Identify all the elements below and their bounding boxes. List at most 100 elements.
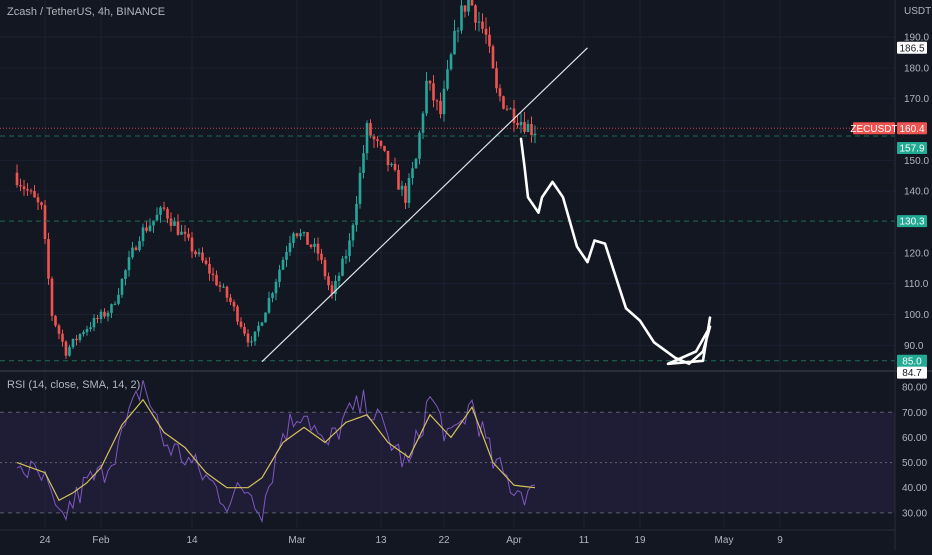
candle <box>274 281 278 294</box>
candle <box>92 317 96 328</box>
candle <box>446 69 449 89</box>
candle <box>484 28 488 35</box>
candle <box>138 241 141 251</box>
candle <box>15 172 19 186</box>
candle <box>530 123 533 136</box>
rsi-tick-label: 30.00 <box>902 508 927 519</box>
price-tick-label: 140.0 <box>904 187 929 198</box>
candle <box>169 218 173 226</box>
candle <box>425 80 428 114</box>
time-tick-label: 24 <box>39 535 51 546</box>
symbol-tag-label: ZECUSDT <box>850 124 897 135</box>
candle <box>306 232 309 245</box>
candle <box>348 240 351 257</box>
price-tag-84[interactable] <box>897 366 927 379</box>
candle <box>43 205 47 240</box>
candle <box>365 123 369 154</box>
price-tag-130[interactable] <box>897 215 927 228</box>
candle <box>421 113 425 133</box>
rsi-ma-line[interactable] <box>16 398 536 502</box>
time-tick-label: 13 <box>375 535 387 546</box>
candle <box>453 30 456 55</box>
candle <box>337 275 341 281</box>
candle <box>40 202 43 206</box>
candle <box>358 173 362 204</box>
candle <box>197 252 201 255</box>
candle <box>411 168 414 179</box>
candle <box>302 232 306 234</box>
candle <box>120 278 124 295</box>
candle <box>320 253 323 260</box>
candle <box>176 221 180 235</box>
candle <box>334 280 337 295</box>
candle <box>222 286 225 288</box>
candle <box>523 121 526 132</box>
candle <box>512 108 516 123</box>
candle <box>250 341 253 343</box>
candle <box>505 108 509 110</box>
price-tick-label: 170.0 <box>904 94 929 105</box>
candle <box>344 256 348 259</box>
candle <box>267 297 271 313</box>
candle <box>33 191 36 198</box>
candle <box>243 326 246 334</box>
price-tick-label: 90.0 <box>904 341 924 352</box>
price-tag-85-label: 85.0 <box>902 356 922 367</box>
price-tick-label: 190.0 <box>904 33 929 44</box>
price-tag-157-label: 157.9 <box>899 143 924 154</box>
price-tick-label: 150.0 <box>904 156 929 167</box>
candle <box>278 269 281 282</box>
rsi-tick-label: 50.00 <box>902 458 927 469</box>
candle <box>285 251 288 260</box>
candle <box>404 185 407 203</box>
candle <box>467 0 470 12</box>
candle <box>232 301 236 307</box>
candle <box>264 312 267 323</box>
candle <box>85 328 89 333</box>
candle <box>19 185 22 187</box>
symbol-tag[interactable] <box>853 122 895 135</box>
candle <box>75 338 78 341</box>
candle <box>47 239 50 279</box>
currency-label: USDT <box>904 6 931 17</box>
candle <box>428 80 432 84</box>
candle <box>26 189 29 191</box>
candle <box>260 322 264 326</box>
price-tag-160[interactable] <box>897 122 927 135</box>
candle <box>239 321 243 327</box>
candle <box>211 273 215 275</box>
candle <box>57 325 61 334</box>
rsi-legend[interactable]: RSI (14, close, SMA, 14, 2) <box>7 379 141 391</box>
candle <box>449 54 453 70</box>
price-tick-label: 100.0 <box>904 310 929 321</box>
candle <box>400 185 404 190</box>
price-tick-label: 110.0 <box>904 279 929 290</box>
rsi-tick-label: 60.00 <box>902 433 927 444</box>
candle <box>246 333 250 343</box>
candle <box>36 197 40 203</box>
candle <box>173 221 176 226</box>
candle <box>474 5 477 23</box>
candle <box>152 220 155 226</box>
candle <box>162 207 166 209</box>
price-tag-186[interactable] <box>897 41 927 54</box>
price-tag-130-label: 130.3 <box>899 217 924 228</box>
candle <box>442 88 446 115</box>
candle <box>106 312 110 317</box>
candle <box>201 252 204 261</box>
candle <box>134 247 138 251</box>
candle <box>351 224 355 241</box>
candle <box>439 100 442 115</box>
candle <box>190 237 194 252</box>
projection-arrow-drawing[interactable] <box>519 137 712 366</box>
candle <box>393 163 397 171</box>
price-tag-157[interactable] <box>897 141 927 154</box>
candle <box>456 30 460 32</box>
candle <box>292 233 295 243</box>
price-tag-85[interactable] <box>897 354 927 367</box>
candle <box>229 297 232 302</box>
symbol-legend[interactable]: Zcash / TetherUS, 4h, BINANCE <box>7 6 166 18</box>
trendline[interactable] <box>261 47 588 363</box>
